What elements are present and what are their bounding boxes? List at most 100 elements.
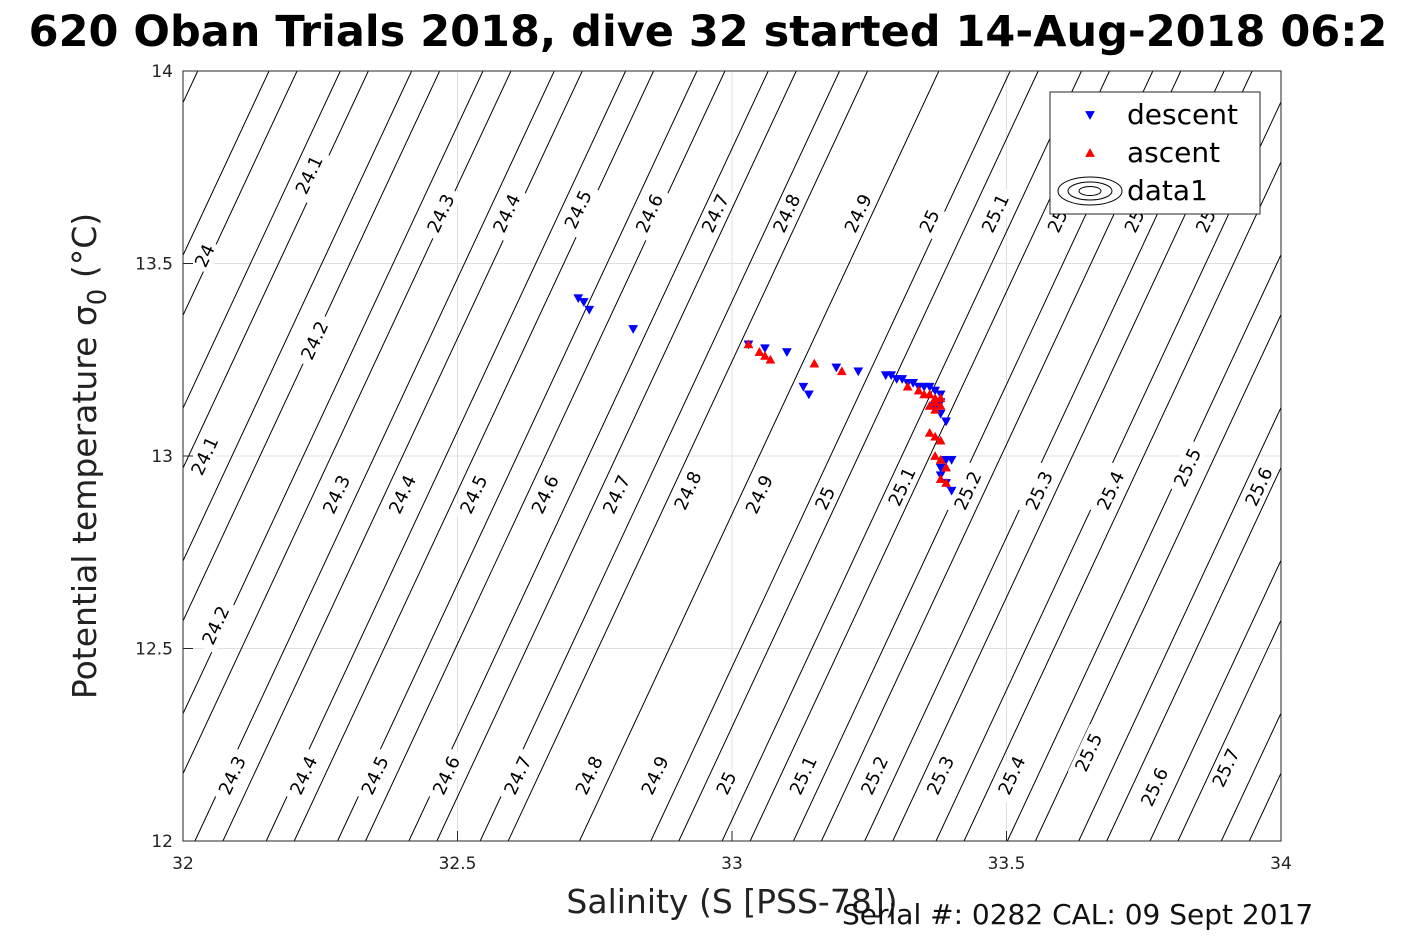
x-tick-label: 34 [1270, 854, 1292, 874]
contour-label-bg [710, 765, 743, 802]
isopycnal-line [265, 71, 627, 841]
contour-label-bg [1238, 458, 1281, 516]
contour-label-bg [524, 466, 567, 523]
isopycnal-line [408, 71, 769, 841]
descent-point [760, 344, 770, 354]
contour-label-bg [1133, 758, 1176, 816]
contour-label-bg [947, 462, 990, 519]
contour-label-bg [194, 597, 237, 654]
isopycnal-line [1392, 71, 1417, 841]
x-tick-label: 33 [721, 854, 743, 874]
isopycnal-line [507, 71, 869, 841]
legend-box [1049, 91, 1261, 215]
x-tick-label: 33.5 [988, 854, 1026, 874]
contour-label-bg [919, 747, 962, 804]
ascent-point [930, 431, 941, 441]
contour-label-bg [782, 747, 825, 804]
contour-label-bg [188, 237, 222, 275]
contour-label-bg [557, 181, 600, 238]
x-tick-label: 32.5 [439, 854, 477, 874]
contour-label-bg [628, 185, 671, 242]
ascent-point [935, 474, 946, 483]
contour-label-bg [453, 466, 495, 523]
ascent-point [930, 404, 941, 414]
y-tick-label: 12 [151, 832, 173, 852]
isopycnal-line [1177, 619, 1281, 841]
descent-point [941, 417, 952, 427]
y-axis-label-subscript: 0 [83, 289, 113, 306]
isopycnal-line [0, 71, 126, 841]
ascent-point [935, 400, 946, 410]
contour-label-bg [183, 427, 226, 485]
ascent-point [902, 381, 913, 391]
contour-label-bg [694, 185, 737, 242]
contour-label-bg [282, 747, 325, 804]
isopycnal-line [1106, 466, 1281, 841]
legend[interactable]: descent ascent data1 [1049, 91, 1261, 215]
ascent-point [941, 477, 952, 487]
y-axis-label-units: (°C) [65, 213, 104, 289]
contour-label-bg [1089, 462, 1132, 519]
descent-point [628, 325, 639, 334]
chart-title: 620 Oban Trials 2018, dive 32 started 14… [28, 7, 1388, 57]
legend-ascent-symbol [1085, 147, 1095, 157]
descent-point [946, 456, 957, 465]
ascent-point [743, 339, 754, 349]
ascent-point [924, 389, 935, 399]
descent-point [935, 463, 946, 473]
descent-point [578, 298, 589, 308]
descent-point [946, 486, 957, 496]
contour-label-bg [667, 462, 710, 519]
isopycnal-line [183, 71, 341, 410]
contour-label-bg [315, 466, 358, 523]
contour-label-bg [496, 747, 539, 804]
y-tick-label: 12.5 [135, 640, 173, 660]
contour-label-bg [913, 202, 946, 240]
contour-label-bg [1205, 739, 1248, 797]
y-tick-label: 13 [151, 447, 173, 467]
contour-label-bg [634, 747, 677, 804]
isopycnal-line [183, 71, 298, 317]
contour-label-bg [425, 747, 468, 804]
isopycnal-line [678, 71, 1039, 841]
isopycnal-line [436, 71, 797, 841]
contour-label-bg [1018, 462, 1061, 519]
y-axis-ticks: 12 12.5 13 13.5 14 [135, 62, 193, 852]
isopycnal-line [1034, 313, 1281, 841]
contour-label-bg [881, 458, 924, 516]
isopycnal-line [183, 71, 441, 623]
ascent-point [760, 350, 770, 360]
isopycnal-line [479, 71, 841, 841]
ascent-point [935, 393, 946, 403]
legend-contour-icon [1057, 176, 1123, 206]
contour-label-bg [974, 185, 1017, 242]
contour-label-bg [595, 466, 638, 523]
contour-label-bg [420, 185, 462, 242]
contour-label-bg [809, 480, 842, 517]
isopycnal-line [650, 71, 1011, 841]
serial-cal-footer: Serial #: 0282 CAL: 09 Sept 2017 [842, 898, 1314, 931]
isopycnal-line [183, 71, 413, 563]
contour-label-bg [853, 747, 896, 804]
x-axis-ticks: 32 32.5 33 33.5 34 [172, 831, 1292, 874]
isopycnal-line [0, 71, 55, 841]
data-points [573, 294, 957, 496]
descent-point [798, 382, 809, 392]
isopycnal-line [1078, 406, 1281, 841]
x-axis-label: Salinity (S [PSS-78]) [566, 882, 897, 921]
contour-label-bg [837, 185, 880, 242]
x-tick-label: 32 [172, 854, 194, 874]
contour-label: 24.5 [453, 466, 495, 523]
contour-label-bg [738, 466, 781, 523]
isopycnal-line [1149, 559, 1281, 841]
contour-label-bg [485, 185, 528, 242]
ascent-point [809, 358, 820, 368]
y-tick-label: 14 [151, 62, 173, 82]
descent-point [781, 348, 792, 358]
ascent-point [924, 427, 935, 437]
contour-label-bg [1166, 439, 1209, 496]
contour-label-bg [211, 747, 254, 804]
ascent-point [930, 450, 941, 460]
ascent-point [913, 385, 924, 395]
